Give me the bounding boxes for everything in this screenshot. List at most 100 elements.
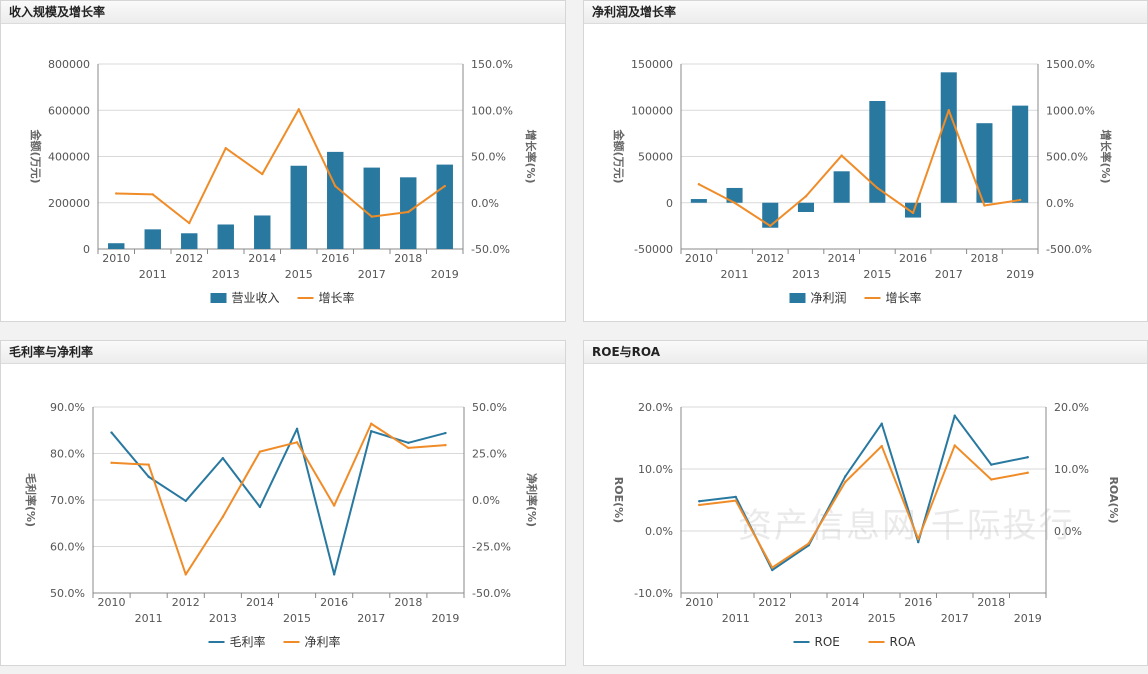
legend-label: 毛利率 xyxy=(230,634,266,649)
left-tick-label: 800000 xyxy=(48,58,90,71)
bar-2012 xyxy=(181,233,198,249)
point-增长率-2015 xyxy=(297,108,300,111)
point-毛利率-2014 xyxy=(258,505,262,509)
point-增长率-2012 xyxy=(769,224,772,228)
right-axis-title: 净利率(%) xyxy=(525,473,539,527)
x-category-label: 2011 xyxy=(721,268,749,281)
x-category-label: 2018 xyxy=(394,596,422,609)
right-tick-label: 25.0% xyxy=(472,448,507,461)
point-ROE-2012 xyxy=(771,568,774,572)
right-tick-label: 1000.0% xyxy=(1046,104,1095,117)
left-tick-label: 600000 xyxy=(48,104,90,117)
point-ROE-2010 xyxy=(698,500,701,503)
right-tick-label: -50.0% xyxy=(471,243,510,256)
bar-2019 xyxy=(1012,105,1029,203)
legend-label: 净利润 xyxy=(811,291,847,305)
point-增长率-2011 xyxy=(733,201,736,204)
right-tick-label: -500.0% xyxy=(1046,243,1092,256)
point-增长率-2018 xyxy=(983,204,986,207)
left-tick-label: 100000 xyxy=(631,104,673,117)
x-category-label: 2019 xyxy=(1006,268,1034,281)
x-category-label: 2016 xyxy=(904,596,932,609)
right-axis-title: ROA(%) xyxy=(1107,476,1120,523)
point-毛利率-2018 xyxy=(407,441,410,445)
right-tick-label: 0.0% xyxy=(472,494,500,507)
bar-2017 xyxy=(363,167,380,249)
legend-label: 净利率 xyxy=(305,634,341,649)
x-category-label: 2015 xyxy=(283,612,311,625)
point-增长率-2010 xyxy=(697,183,701,186)
x-category-label: 2014 xyxy=(246,596,274,609)
left-tick-label: 50.0% xyxy=(50,587,85,600)
point-毛利率-2012 xyxy=(184,499,187,503)
left-tick-label: 150000 xyxy=(631,58,673,71)
roe-roa-chart: -10.0% 0.0% 10.0% 20.0% 0.0% 10.0% 20.0% 2010 20… xyxy=(612,401,1120,649)
x-category-label: 2019 xyxy=(431,612,459,625)
x-category-label: 2013 xyxy=(209,612,237,625)
point-增长率-2019 xyxy=(1018,198,1022,202)
legend-swatch-营业收入 xyxy=(210,293,227,303)
series-line-净利率 xyxy=(111,422,446,576)
x-category-label: 2012 xyxy=(758,596,786,609)
point-净利率-2013 xyxy=(221,515,225,518)
right-tick-label: 500.0% xyxy=(1046,151,1088,164)
series-line-ROE xyxy=(699,414,1028,572)
left-tick-label: 400000 xyxy=(48,151,90,164)
legend-label: 增长率 xyxy=(886,290,922,305)
left-tick-label: -10.0% xyxy=(634,587,673,600)
right-tick-label: 1500.0% xyxy=(1046,58,1095,71)
panel-title: ROE与ROA xyxy=(584,341,1147,364)
x-category-label: 2018 xyxy=(970,252,998,265)
legend-label: ROA xyxy=(890,635,917,649)
point-ROE-2011 xyxy=(734,495,737,499)
point-增长率-2010 xyxy=(115,192,118,195)
left-tick-label: -50000 xyxy=(634,243,673,256)
x-category-label: 2018 xyxy=(977,596,1005,609)
point-增长率-2013 xyxy=(224,146,227,150)
point-增长率-2013 xyxy=(804,195,808,198)
x-category-label: 2011 xyxy=(139,268,167,281)
point-增长率-2016 xyxy=(911,211,915,215)
right-tick-label: 0.0% xyxy=(471,197,499,210)
x-category-label: 2019 xyxy=(431,268,459,281)
left-tick-label: 0 xyxy=(666,197,673,210)
left-tick-label: 0 xyxy=(83,243,90,256)
x-category-label: 2015 xyxy=(285,268,313,281)
revenue-chart: 0 200000 400000 600000 800000 -50.0% 0.0% 50.0%… xyxy=(29,58,538,305)
x-category-label: 2010 xyxy=(98,596,126,609)
point-ROA-2017 xyxy=(953,444,956,447)
point-ROA-2014 xyxy=(844,480,847,484)
x-category-label: 2016 xyxy=(321,252,349,265)
right-tick-label: 0.0% xyxy=(1054,525,1082,538)
point-ROE-2018 xyxy=(990,463,993,466)
point-净利率-2018 xyxy=(407,446,410,450)
point-增长率-2018 xyxy=(407,210,410,214)
point-ROE-2017 xyxy=(953,414,956,417)
panel-title: 毛利率与净利率 xyxy=(1,341,565,364)
right-tick-label: 100.0% xyxy=(471,104,513,117)
point-净利率-2015 xyxy=(295,441,299,444)
point-ROA-2018 xyxy=(990,478,993,481)
x-category-label: 2011 xyxy=(722,612,750,625)
series-line-增长率 xyxy=(116,108,446,225)
point-净利率-2011 xyxy=(147,463,150,466)
point-ROA-2012 xyxy=(771,566,774,569)
point-净利率-2017 xyxy=(370,422,373,425)
left-tick-label: 200000 xyxy=(48,197,90,210)
x-category-label: 2014 xyxy=(831,596,859,609)
bar-2015 xyxy=(290,165,307,249)
bar-2017 xyxy=(940,72,957,203)
point-增长率-2012 xyxy=(188,221,191,225)
point-增长率-2019 xyxy=(443,184,446,188)
left-tick-label: 70.0% xyxy=(50,494,85,507)
point-ROA-2011 xyxy=(734,499,737,502)
revenue-chart-panel: 收入规模及增长率 0 200000 400000 600000 800000 -50.0%… xyxy=(0,0,566,322)
x-category-label: 2012 xyxy=(172,596,200,609)
net-profit-chart-panel: 净利润及增长率 -50000 0 50000 100000 150000 -500.0% 0… xyxy=(583,0,1148,322)
point-净利率-2010 xyxy=(110,461,113,464)
left-tick-label: 0.0% xyxy=(645,525,673,538)
point-净利率-2016 xyxy=(332,504,336,507)
bar-2012 xyxy=(762,202,779,228)
bar-2011 xyxy=(144,229,161,249)
point-毛利率-2010 xyxy=(110,431,113,434)
